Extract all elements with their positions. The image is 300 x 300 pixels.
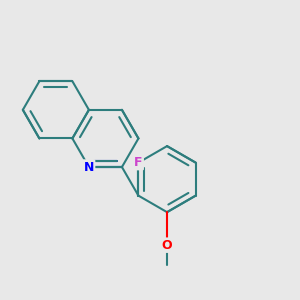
Text: O: O <box>162 239 172 252</box>
Text: N: N <box>84 160 94 173</box>
Text: F: F <box>134 156 143 169</box>
